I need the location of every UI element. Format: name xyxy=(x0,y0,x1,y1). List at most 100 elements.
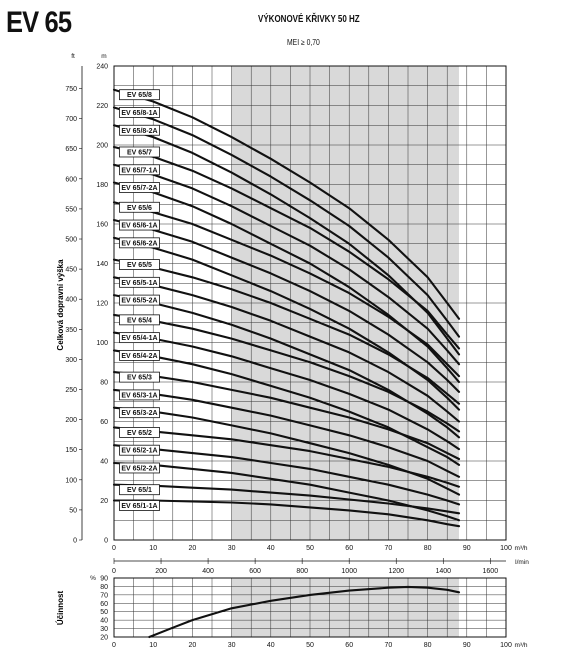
curve-label-ev-65-6-1a: EV 65/6-1A xyxy=(119,219,160,231)
curve-label-text: EV 65/7 xyxy=(127,149,152,156)
curve-ev-65-2-2a xyxy=(112,461,461,522)
curve-label-ev-65-8-2a: EV 65/8-2A xyxy=(119,124,160,136)
curve-label-text: EV 65/7-2A xyxy=(121,185,157,192)
ft-tick-label: 0 xyxy=(73,538,77,545)
curve-label-ev-65-3: EV 65/3 xyxy=(119,371,160,383)
lmin-tick-label: 1400 xyxy=(435,568,451,575)
curve-label-ev-65-1-1a: EV 65/1-1A xyxy=(119,500,160,511)
ft-tick-label: 400 xyxy=(65,297,77,304)
curve-label-ev-65-8: EV 65/8 xyxy=(119,89,160,101)
curve-label-box xyxy=(119,389,160,401)
curve-ev-65-4-1a xyxy=(112,331,461,451)
eff-x-tick-label: 100 xyxy=(500,642,512,649)
curve-label-ev-65-3-1a: EV 65/3-1A xyxy=(119,389,160,401)
eff-x-tick-label: 30 xyxy=(228,642,236,649)
curve-label-text: EV 65/2 xyxy=(127,430,152,437)
x-tick-label: 100 xyxy=(500,545,512,552)
curve-ev-65-3-1a xyxy=(112,388,461,478)
eff-y-tick-label: 50 xyxy=(100,609,108,616)
curve-ev-65-4-2a xyxy=(112,349,461,466)
eff-x-tick-label: 50 xyxy=(306,642,314,649)
ft-tick-label: 700 xyxy=(65,116,77,123)
mei-note: MEI ≥ 0,70 xyxy=(287,38,320,47)
ft-tick-label: 650 xyxy=(65,146,77,153)
curve-ev-65-6 xyxy=(112,201,461,378)
lmin-tick-label: 800 xyxy=(296,568,308,575)
eff-y-tick-label: 80 xyxy=(100,584,108,591)
curve-label-text: EV 65/4-2A xyxy=(121,353,157,360)
m-tick-label: 140 xyxy=(96,261,108,268)
curve-label-ev-65-7-2a: EV 65/7-2A xyxy=(119,182,160,193)
curve-label-ev-65-8-1a: EV 65/8-1A xyxy=(119,107,160,118)
eff-x-tick-label: 20 xyxy=(189,642,197,649)
m-tick-label: 20 xyxy=(100,498,108,505)
eff-x-tick-label: 40 xyxy=(267,642,275,649)
lmin-tick-label: 0 xyxy=(112,568,116,575)
curve-ev-65-3-2a xyxy=(112,406,461,496)
m-tick-label: 120 xyxy=(96,301,108,308)
curve-label-box xyxy=(119,484,160,496)
eff-y-axis-title: Účinnost xyxy=(56,591,65,626)
curve-label-box xyxy=(119,349,160,361)
x-tick-label: 50 xyxy=(306,545,314,552)
m-tick-label: 0 xyxy=(104,538,108,545)
curve-label-ev-65-1: EV 65/1 xyxy=(119,484,160,496)
efficiency-curve xyxy=(148,585,461,639)
curve-label-box xyxy=(119,237,160,249)
m-tick-label: 60 xyxy=(100,419,108,426)
eff-x-tick-label: 10 xyxy=(149,642,157,649)
eff-y-tick-label: 30 xyxy=(100,626,108,633)
curve-ev-65-2-1a xyxy=(112,444,461,506)
curve-label-text: EV 65/1 xyxy=(127,487,152,494)
x-tick-label: 10 xyxy=(149,545,157,552)
curve-label-box xyxy=(119,332,160,344)
curve-label-box xyxy=(119,371,160,383)
curve-ev-65-7-1a xyxy=(112,163,461,366)
page-title: EV 65 xyxy=(6,6,72,39)
eff-x-unit-label: m³/h xyxy=(515,642,528,649)
curve-label-box xyxy=(119,182,160,193)
curve-ev-65-7-2a xyxy=(112,181,461,384)
x-tick-label: 40 xyxy=(267,545,275,552)
ft-tick-label: 150 xyxy=(65,447,77,454)
x-tick-label: 30 xyxy=(228,545,236,552)
lmin-unit-label: l/min xyxy=(515,559,529,566)
curve-label-box xyxy=(119,124,160,136)
ft-tick-label: 300 xyxy=(65,357,77,364)
curve-label-box xyxy=(119,444,160,456)
curve-label-text: EV 65/5-1A xyxy=(121,280,157,287)
curve-label-text: EV 65/3 xyxy=(127,375,152,382)
lmin-tick-label: 1000 xyxy=(341,568,357,575)
m-tick-label: 160 xyxy=(96,222,108,229)
curve-label-text: EV 65/5 xyxy=(127,262,152,269)
curve-label-ev-65-4-1a: EV 65/4-1A xyxy=(119,332,160,344)
curve-label-box xyxy=(119,201,160,213)
curve-label-text: EV 65/8 xyxy=(127,92,152,99)
lmin-tick-label: 1600 xyxy=(483,568,499,575)
curve-label-ev-65-4-2a: EV 65/4-2A xyxy=(119,349,160,361)
curve-label-box xyxy=(119,427,160,438)
lmin-tick-label: 600 xyxy=(249,568,261,575)
curve-ev-65-7 xyxy=(112,145,461,350)
curve-label-box xyxy=(119,500,160,511)
m-tick-label: 240 xyxy=(96,64,108,71)
eff-y-tick-label: 90 xyxy=(100,576,108,583)
eff-y-tick-label: 20 xyxy=(100,635,108,642)
curve-ev-65-5-2a xyxy=(112,294,461,439)
m-tick-label: 40 xyxy=(100,459,108,466)
ft-tick-label: 100 xyxy=(65,477,77,484)
ft-unit-label: ft xyxy=(71,53,75,60)
eff-x-tick-label: 60 xyxy=(345,642,353,649)
curve-label-text: EV 65/2-1A xyxy=(121,448,157,455)
ft-tick-label: 600 xyxy=(65,176,77,183)
curve-label-ev-65-4: EV 65/4 xyxy=(119,314,160,326)
ft-tick-label: 450 xyxy=(65,267,77,274)
eff-y-unit-label: % xyxy=(90,575,96,582)
curve-label-box xyxy=(119,276,160,288)
curve-label-box xyxy=(119,146,160,158)
eff-x-tick-label: 0 xyxy=(112,642,116,649)
lmin-tick-label: 200 xyxy=(155,568,167,575)
curve-label-text: EV 65/8-1A xyxy=(121,110,157,117)
curve-label-text: EV 65/6-2A xyxy=(121,240,157,247)
